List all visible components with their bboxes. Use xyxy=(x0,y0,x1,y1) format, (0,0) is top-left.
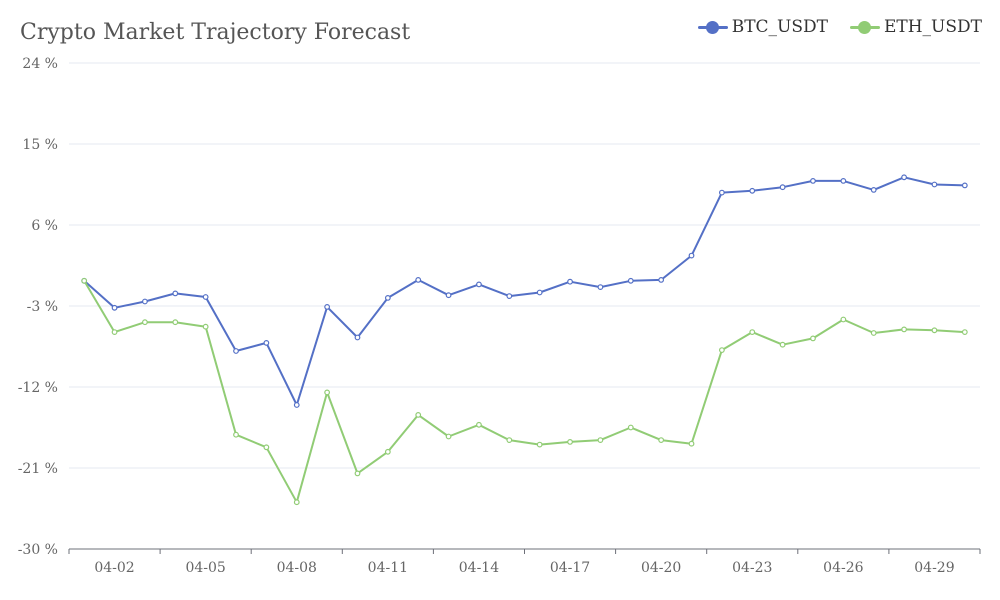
x-tick-label: 04-08 xyxy=(277,560,317,576)
x-axis: 04-02 04-05 04-08 04-11 04-14 04-17 04-20 04-23… xyxy=(68,548,981,576)
data-point-eth-usdt xyxy=(263,444,270,451)
data-point-eth-usdt xyxy=(870,330,877,336)
data-point-btc-usdt xyxy=(506,293,513,300)
data-point-btc-usdt xyxy=(718,189,725,196)
data-point-eth-usdt xyxy=(384,448,391,455)
data-point-eth-usdt xyxy=(597,437,604,444)
legend: BTC_USDT ETH_USDT xyxy=(697,17,982,37)
y-tick-label: -3 % xyxy=(27,299,58,315)
data-point-eth-usdt xyxy=(779,341,786,348)
data-point-eth-usdt xyxy=(111,329,118,336)
x-tick-label: 04-20 xyxy=(641,560,681,576)
legend-symbol-eth xyxy=(849,20,880,34)
legend-label-eth: ETH_USDT xyxy=(883,17,982,37)
data-point-eth-usdt xyxy=(901,326,907,333)
y-tick-label: 15 % xyxy=(22,137,58,153)
legend-label-btc: BTC_USDT xyxy=(731,17,828,37)
data-point-eth-usdt xyxy=(172,319,179,326)
x-tick-label: 04-26 xyxy=(823,560,863,576)
data-point-btc-usdt xyxy=(324,304,331,310)
data-point-eth-usdt xyxy=(658,437,665,444)
y-tick-label: -21 % xyxy=(18,461,58,477)
data-point-eth-usdt xyxy=(445,433,452,440)
data-point-eth-usdt xyxy=(476,421,482,428)
data-point-eth-usdt xyxy=(142,319,148,326)
data-point-eth-usdt xyxy=(961,329,968,336)
data-point-btc-usdt xyxy=(263,340,270,346)
data-point-eth-usdt xyxy=(749,329,756,336)
y-tick-label: 6 % xyxy=(31,218,58,234)
series-lines xyxy=(81,174,968,506)
data-point-eth-usdt xyxy=(81,277,88,284)
legend-symbol-btc xyxy=(697,20,728,34)
data-point-btc-usdt xyxy=(111,304,118,311)
x-tick-label: 04-05 xyxy=(185,560,225,576)
data-point-btc-usdt xyxy=(536,289,543,296)
data-point-btc-usdt xyxy=(901,174,907,181)
y-tick-label: -30 % xyxy=(18,542,58,558)
x-tick-label: 04-17 xyxy=(550,560,590,576)
x-tick-label: 04-14 xyxy=(459,560,499,576)
data-point-eth-usdt xyxy=(931,327,938,334)
data-point-eth-usdt xyxy=(506,437,513,444)
data-point-btc-usdt xyxy=(172,290,179,297)
data-point-btc-usdt xyxy=(810,177,816,184)
data-point-btc-usdt xyxy=(870,186,877,193)
data-point-btc-usdt xyxy=(202,294,209,300)
data-point-eth-usdt xyxy=(718,347,725,354)
data-point-btc-usdt xyxy=(567,278,573,285)
data-point-btc-usdt xyxy=(688,252,695,259)
x-tick-label: 04-23 xyxy=(732,560,772,576)
data-point-btc-usdt xyxy=(354,334,361,341)
data-point-btc-usdt xyxy=(415,277,422,283)
grid-lines xyxy=(69,62,980,469)
legend-item-eth[interactable]: ETH_USDT xyxy=(849,17,982,37)
x-tick-label: 04-02 xyxy=(94,560,134,576)
data-point-eth-usdt xyxy=(536,441,543,448)
series-line-btc-usdt xyxy=(83,176,965,406)
data-point-eth-usdt xyxy=(354,470,361,477)
data-point-eth-usdt xyxy=(324,389,331,396)
chart-title: Crypto Market Trajectory Forecast xyxy=(20,20,411,45)
x-tick-label: 04-11 xyxy=(368,560,408,576)
data-point-btc-usdt xyxy=(445,292,452,299)
legend-dot-eth xyxy=(857,21,871,34)
data-point-btc-usdt xyxy=(779,184,786,191)
y-tick-label: -12 % xyxy=(18,380,58,396)
data-point-btc-usdt xyxy=(931,181,938,188)
data-point-eth-usdt xyxy=(567,439,573,445)
data-point-btc-usdt xyxy=(384,295,391,301)
data-point-btc-usdt xyxy=(293,402,300,408)
data-point-eth-usdt xyxy=(233,431,239,438)
data-point-btc-usdt xyxy=(749,187,756,194)
data-point-btc-usdt xyxy=(961,182,968,189)
data-point-eth-usdt xyxy=(810,335,816,342)
data-point-btc-usdt xyxy=(142,298,148,305)
legend-item-btc[interactable]: BTC_USDT xyxy=(697,17,828,37)
data-point-btc-usdt xyxy=(476,281,482,288)
x-tick-label: 04-29 xyxy=(914,560,954,576)
y-axis-labels: 24 % 15 % 6 % -3 % -12 % -21 % -30 % xyxy=(18,56,58,558)
series-line-eth-usdt xyxy=(83,280,965,504)
data-point-btc-usdt xyxy=(658,277,665,283)
data-point-btc-usdt xyxy=(627,277,634,284)
data-point-btc-usdt xyxy=(597,284,604,291)
legend-dot-btc xyxy=(705,21,719,34)
data-point-eth-usdt xyxy=(415,412,422,418)
data-point-eth-usdt xyxy=(293,499,300,506)
data-point-eth-usdt xyxy=(627,424,634,431)
data-point-btc-usdt xyxy=(840,177,847,184)
y-tick-label: 24 % xyxy=(22,56,58,72)
data-point-eth-usdt xyxy=(688,440,695,447)
data-point-btc-usdt xyxy=(233,348,239,354)
data-point-eth-usdt xyxy=(840,316,847,323)
data-point-eth-usdt xyxy=(202,323,209,330)
